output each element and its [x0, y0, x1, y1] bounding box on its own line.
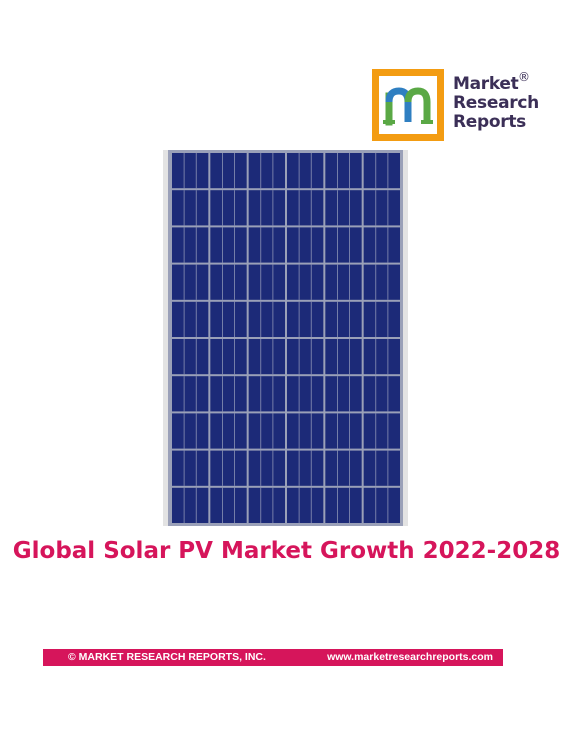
solar-cell	[287, 227, 324, 263]
solar-cell	[287, 339, 324, 375]
solar-cell	[363, 339, 400, 375]
solar-cell	[363, 227, 400, 263]
solar-cell	[248, 376, 285, 412]
solar-cell	[248, 190, 285, 226]
solar-cell	[325, 413, 362, 449]
solar-cell	[172, 339, 209, 375]
logo-line-1: Market	[453, 74, 519, 94]
logo-monogram	[372, 69, 444, 141]
solar-cell	[172, 413, 209, 449]
solar-cell	[325, 153, 362, 189]
solar-cell	[248, 339, 285, 375]
solar-cell	[363, 376, 400, 412]
solar-cell	[287, 301, 324, 337]
solar-cell	[325, 376, 362, 412]
solar-cell	[325, 339, 362, 375]
solar-cell	[287, 487, 324, 523]
solar-cell	[172, 153, 209, 189]
solar-cell	[172, 190, 209, 226]
solar-cell	[248, 227, 285, 263]
solar-cell	[287, 413, 324, 449]
copyright-text: © MARKET RESEARCH REPORTS, INC.	[68, 651, 266, 663]
solar-cell	[172, 227, 209, 263]
panel-frame-left	[163, 150, 168, 526]
solar-cell	[325, 450, 362, 486]
solar-cell	[248, 264, 285, 300]
solar-cell	[210, 227, 247, 263]
registered-mark: ®	[518, 70, 530, 84]
solar-cell	[172, 487, 209, 523]
solar-cell	[363, 487, 400, 523]
solar-cell	[210, 264, 247, 300]
solar-cell	[325, 487, 362, 523]
solar-cell	[210, 339, 247, 375]
solar-cell	[287, 450, 324, 486]
solar-cell	[325, 301, 362, 337]
solar-cell	[363, 190, 400, 226]
solar-cell	[172, 264, 209, 300]
solar-cell	[287, 376, 324, 412]
solar-cell	[172, 376, 209, 412]
solar-cell	[172, 301, 209, 337]
solar-cell	[363, 264, 400, 300]
solar-cell	[210, 376, 247, 412]
company-logo: Market Research Reports ®	[372, 69, 539, 143]
solar-cell	[248, 413, 285, 449]
solar-cell	[325, 264, 362, 300]
solar-cell	[248, 153, 285, 189]
solar-cell	[363, 450, 400, 486]
website-link[interactable]: www.marketresearchreports.com	[327, 651, 493, 663]
solar-cell	[210, 487, 247, 523]
solar-panel-icon	[163, 150, 408, 526]
solar-cell	[248, 487, 285, 523]
m-monogram-icon	[383, 87, 433, 126]
panel-frame-right	[403, 150, 408, 526]
logo-line-2: Research	[453, 93, 539, 113]
solar-cell	[172, 450, 209, 486]
logo-line-3: Reports	[453, 112, 526, 132]
solar-cell	[210, 153, 247, 189]
solar-cell	[363, 301, 400, 337]
solar-cell	[210, 190, 247, 226]
solar-cell	[248, 450, 285, 486]
logo-wordmark: Market Research Reports	[453, 75, 539, 132]
solar-cell	[325, 227, 362, 263]
solar-cell	[287, 190, 324, 226]
solar-cell	[363, 153, 400, 189]
solar-cell	[287, 264, 324, 300]
report-title: Global Solar PV Market Growth 2022-2028	[12, 538, 561, 564]
solar-cell	[325, 190, 362, 226]
solar-cell	[210, 301, 247, 337]
solar-cell	[363, 413, 400, 449]
solar-cell	[210, 413, 247, 449]
solar-cell	[210, 450, 247, 486]
footer-bar: © MARKET RESEARCH REPORTS, INC. www.mark…	[43, 649, 503, 666]
solar-panel-image	[163, 150, 408, 526]
solar-cell	[287, 153, 324, 189]
solar-cell	[248, 301, 285, 337]
